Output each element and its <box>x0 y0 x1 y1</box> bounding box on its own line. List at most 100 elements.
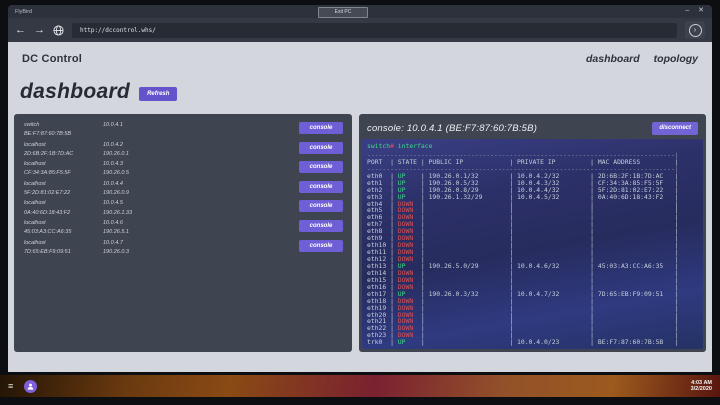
device-identity: localhost 2D:6B:2F:1B:7D:AC <box>21 141 103 160</box>
terminal-output[interactable]: switch# interface -----------------------… <box>362 139 703 349</box>
forward-icon[interactable]: → <box>34 23 45 36</box>
device-ip: 10.0.4.4 <box>103 180 123 187</box>
prompt-command: interface <box>393 142 433 150</box>
state-cell: UP <box>397 178 421 187</box>
state-cell: DOWN <box>397 248 421 257</box>
go-button[interactable]: › <box>685 21 705 39</box>
browser-window: FlyBird Exit PC – ✕ ← → › DC Control das… <box>8 5 712 372</box>
device-ip: 10.0.4.6 <box>103 219 123 226</box>
browser-app-icon[interactable] <box>24 379 38 393</box>
port-cell: eth18 | <box>367 296 398 305</box>
nav-topology[interactable]: topology <box>653 53 698 65</box>
terminal-line: eth17 | UP | 190.26.0.3/32 | 10.0.4.7/32… <box>367 289 698 298</box>
address-cells: | | | | <box>420 213 679 222</box>
site-brand: DC Control <box>22 53 83 65</box>
device-row: localhost 7D:65:EB:F9:09:51 10.0.4.7 190.26… <box>21 239 345 259</box>
device-identity: switch BE:F7:87:60:7B:5B <box>21 121 103 140</box>
address-cells: | 190.26.0.8/29 | 10.0.4.4/32 | 5F:2D:81… <box>420 185 679 194</box>
terminal-line: PORT | STATE | PUBLIC IP | PRIVATE IP | … <box>367 157 679 166</box>
terminal-line: eth16 | DOWN | | | | <box>367 283 698 291</box>
address-cells: | 190.26.0.3/32 | 10.0.4.7/32 | 7D:65:EB… <box>420 289 679 298</box>
port-cell: eth19 | <box>367 303 398 312</box>
refresh-button[interactable]: Refresh <box>139 87 178 101</box>
address-cells: | | | | <box>420 275 679 284</box>
state-cell: DOWN <box>397 331 421 340</box>
state-cell: DOWN <box>397 241 421 250</box>
console-title: console: 10.0.4.1 (BE:F7:87:60:7B:5B) <box>367 122 538 134</box>
back-icon[interactable]: ← <box>15 23 26 36</box>
device-addresses: 10.0.4.6 190.26.5.1 <box>103 219 299 238</box>
console-button[interactable]: console <box>299 161 343 174</box>
minimize-icon[interactable]: – <box>685 7 690 14</box>
terminal-line: ----------------------------------------… <box>367 150 679 159</box>
state-cell: DOWN <box>397 255 421 263</box>
port-cell: eth10 | <box>367 241 398 250</box>
console-button[interactable]: console <box>299 200 343 213</box>
taskbar-clock: 4:03 AM 3/2/2020 <box>691 380 712 393</box>
address-cells: | | | | <box>420 317 679 326</box>
state-cell: DOWN <box>397 268 421 277</box>
address-cells: | | | | <box>420 331 679 340</box>
console-button[interactable]: console <box>299 141 343 154</box>
globe-icon <box>53 24 64 36</box>
port-cell: eth15 | <box>367 275 398 284</box>
state-cell: UP <box>397 289 421 298</box>
panels: switch BE:F7:87:60:7B:5B 10.0.4.1 console lo… <box>14 114 706 352</box>
terminal-line: eth14 | DOWN | | | | <box>367 268 698 277</box>
state-cell: DOWN <box>397 220 421 229</box>
state-cell: UP <box>397 338 421 347</box>
terminal-line: eth7 | DOWN | | | | <box>367 221 698 228</box>
terminal-line: eth11 | DOWN | | | | <box>367 249 698 256</box>
port-cell: eth3 | <box>367 192 398 201</box>
close-icon[interactable]: ✕ <box>698 7 704 14</box>
console-button[interactable]: console <box>299 239 343 252</box>
address-cells: | | | | <box>420 234 679 243</box>
address-cells: | | | | <box>420 310 679 319</box>
device-public-ip: 190.26.0.3 <box>103 248 129 255</box>
webpage: DC Control dashboard topology dashboard … <box>8 42 712 372</box>
terminal-line: switch# interface <box>367 143 698 150</box>
port-cell: eth22 | <box>367 324 398 333</box>
menu-icon[interactable]: ≡ <box>8 380 14 391</box>
console-button[interactable]: console <box>299 180 343 193</box>
device-mac: BE:F7:87:60:7B:5B <box>24 131 72 138</box>
console-header: console: 10.0.4.1 (BE:F7:87:60:7B:5B) di… <box>362 117 703 139</box>
port-cell: eth9 | <box>367 234 398 243</box>
address-cells: | | | | <box>420 255 679 263</box>
device-name: switch <box>24 122 40 128</box>
exit-pc-button[interactable]: Exit PC <box>318 7 368 18</box>
address-cells: | | | | <box>420 241 679 250</box>
device-row: localhost 45:03:A3:CC:A6:35 10.0.4.6 190.26… <box>21 219 345 239</box>
state-cell: DOWN <box>397 303 421 312</box>
terminal-line: eth23 | DOWN | | | | <box>367 332 698 339</box>
console-button[interactable]: console <box>299 219 343 232</box>
terminal-line: eth4 | DOWN | | | | <box>367 199 698 208</box>
device-mac: 7D:65:EB:F9:09:51 <box>24 248 71 255</box>
page-title-row: dashboard Refresh <box>14 80 706 104</box>
terminal-line: eth21 | DOWN | | | | <box>367 318 698 325</box>
state-cell: DOWN <box>397 324 421 333</box>
device-ip: 10.0.4.1 <box>103 122 123 128</box>
prompt-symbol: # <box>390 142 394 150</box>
nav-dashboard[interactable]: dashboard <box>585 53 640 65</box>
port-cell: eth4 | <box>367 199 398 208</box>
port-cell: eth23 | <box>367 331 398 340</box>
device-public-ip: 190.26.0.9 <box>103 190 129 197</box>
device-row: switch BE:F7:87:60:7B:5B 10.0.4.1 console <box>21 121 345 141</box>
device-mac: 2D:6B:2F:1B:7D:AC <box>24 150 74 157</box>
disconnect-button[interactable]: disconnect <box>652 121 698 135</box>
site-header: DC Control dashboard topology <box>14 53 706 65</box>
device-ip: 10.0.4.3 <box>103 161 123 168</box>
address-cells: | | | | <box>420 227 679 236</box>
device-ip: 10.0.4.7 <box>103 239 123 246</box>
terminal-line: eth20 | DOWN | | | | <box>367 310 698 319</box>
device-identity: localhost 0A:40:6D:18:43:F2 <box>21 199 103 218</box>
console-button[interactable]: console <box>299 122 343 134</box>
address-cells: | 190.26.1.32/29 | 10.0.4.5/32 | 0A:40:6… <box>420 192 679 201</box>
device-addresses: 10.0.4.2 190.26.0.1 <box>103 141 299 160</box>
terminal-line: eth5 | DOWN | | | | <box>367 207 698 214</box>
url-input[interactable] <box>72 22 677 38</box>
port-cell: eth13 | <box>367 261 398 270</box>
terminal-line: eth18 | DOWN | | | | <box>367 296 698 305</box>
device-list: switch BE:F7:87:60:7B:5B 10.0.4.1 console lo… <box>14 114 352 352</box>
